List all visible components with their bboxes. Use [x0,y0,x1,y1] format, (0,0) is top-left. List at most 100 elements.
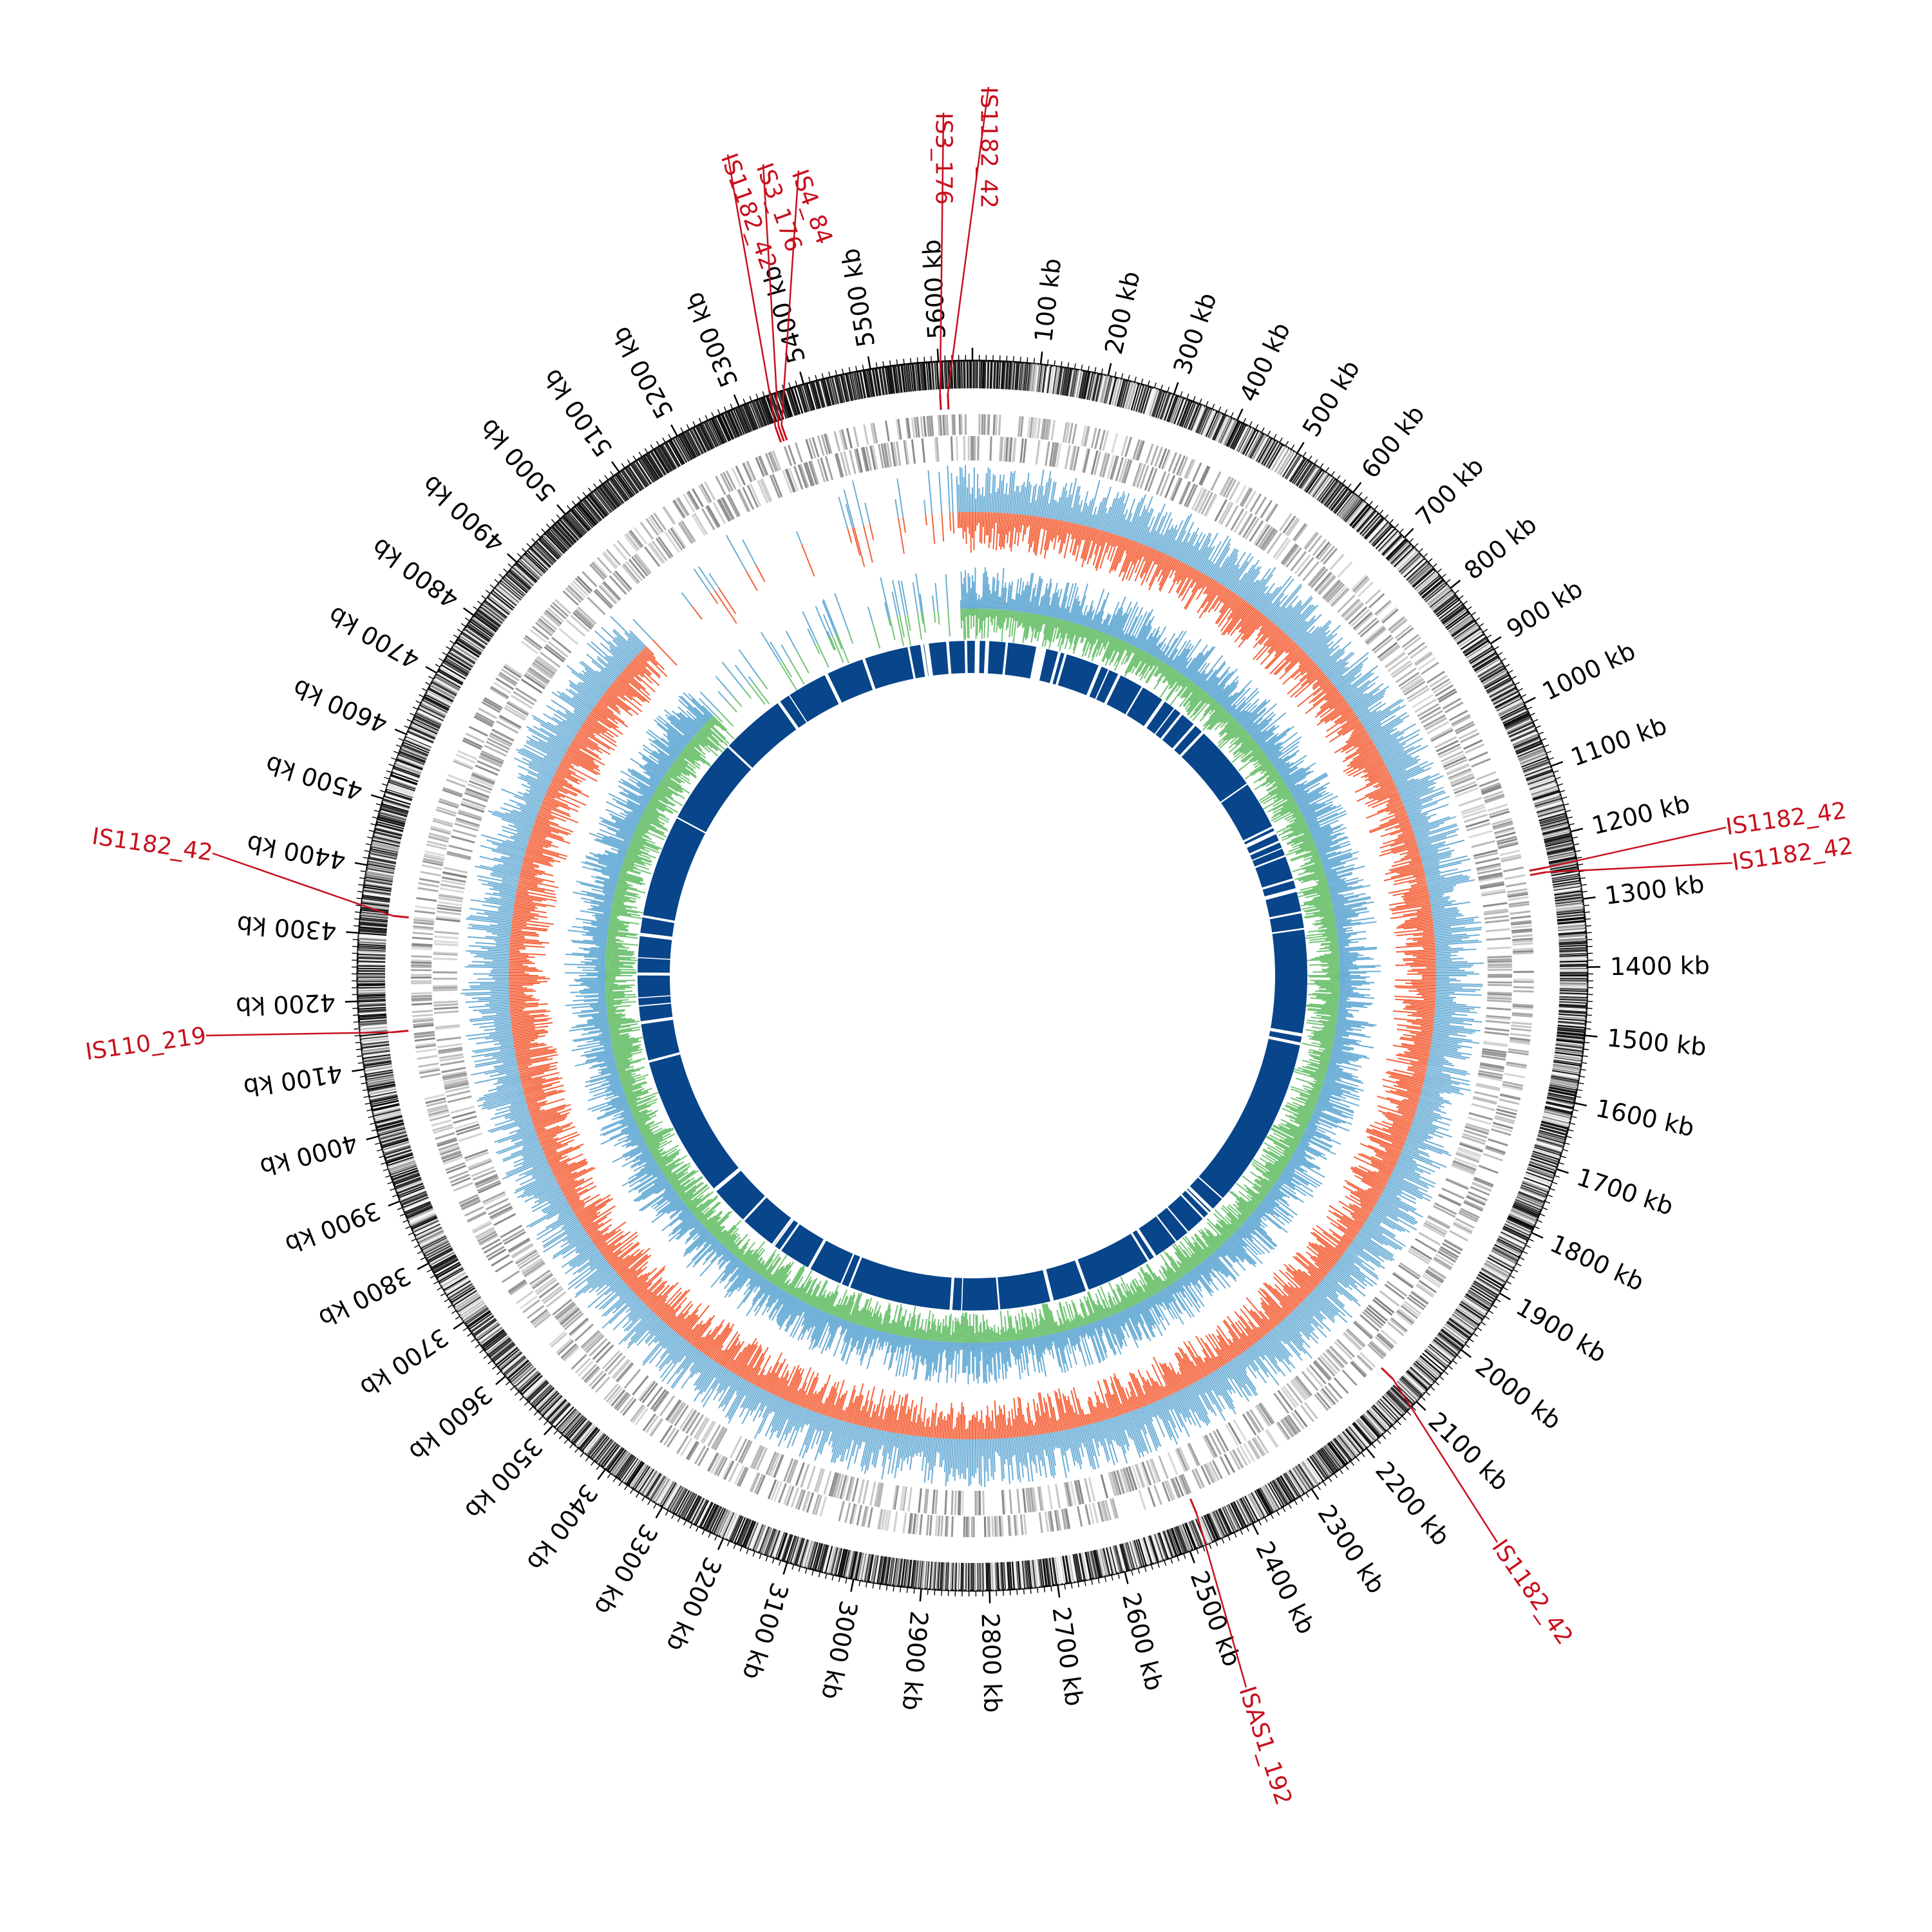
major-tick [425,666,437,674]
ruler-band-segment [1286,1471,1303,1496]
ruler-band-segment [1540,818,1567,827]
ruler-band-segment [1183,401,1195,428]
ruler-band-segment [376,1119,404,1128]
ruler-band-segment [497,1349,520,1368]
ruler-band-segment [1280,1475,1296,1500]
ruler-band-segment [1559,952,1587,955]
ruler-band-segment [1023,363,1027,391]
minor-tick [393,750,399,754]
minor-tick [1246,1526,1249,1532]
ruler-band-segment [1099,1548,1107,1577]
ruler-band-segment [1298,464,1316,488]
ruler-band-segment [1328,486,1347,509]
ruler-band-segment [1289,457,1305,482]
minor-tick [1282,1507,1286,1512]
ruler-band-segment [388,1159,415,1169]
ruler-band-segment [1522,1179,1549,1191]
minor-tick [1231,412,1234,417]
ruler-band-segment [1553,882,1581,888]
minor-tick [1308,455,1312,460]
ruler-band-segment [1526,770,1553,781]
minor-tick [1441,573,1446,578]
ruler-band-segment [1323,1446,1341,1470]
ruler-band-segment [1051,1557,1057,1586]
orf-block [1482,1153,1503,1162]
ruler-band-segment [471,1315,495,1333]
ruler-band-segment [1447,614,1471,632]
ruler-band-segment [1548,853,1576,861]
ruler-band-segment [1149,389,1159,416]
ruler-band-segment [1093,1550,1101,1578]
ruler-band-segment [1502,1227,1528,1242]
ruler-band-segment [1441,605,1464,623]
ruler-band-segment [1465,1294,1490,1311]
ruler-band-segment [913,1560,917,1588]
orf-block [726,495,739,518]
ruler-band-segment [1348,502,1367,526]
ruler-band-segment [1177,399,1188,426]
ruler-band-segment [1461,1299,1486,1316]
ruler-band-segment [1503,712,1530,726]
ruler-band-segment [611,1450,629,1474]
minor-tick [397,1207,402,1210]
ruler-band-segment [844,1550,852,1578]
ruler-band-segment [1023,1560,1028,1589]
minor-tick [444,1298,449,1303]
minor-tick [855,366,857,372]
ruler-band-segment [1206,1513,1218,1540]
ruler-band-segment [1071,1554,1077,1582]
orf-block [440,883,465,890]
minor-tick [1528,1238,1534,1242]
ruler-band-segment [1267,1482,1283,1508]
gc-skew-positive-bar [985,473,987,513]
ruler-band-segment [1485,1260,1511,1275]
ruler-band-segment [415,1225,442,1238]
ruler-band-segment [1492,1247,1518,1262]
ruler-band-segment [675,1490,690,1515]
ruler-band-segment [854,1551,861,1580]
ruler-band-segment [852,1551,859,1580]
ruler-band-segment [1249,433,1264,459]
ruler-band-segment [651,1477,668,1501]
minor-tick [1566,1135,1572,1139]
ruler-band-segment [1522,1180,1549,1191]
ruler-band-segment [1015,362,1019,390]
minor-tick [1392,1425,1397,1430]
orf-block [419,878,440,884]
orf-block [982,1490,985,1515]
ruler-band-segment [1200,1516,1213,1543]
ruler-band-segment [446,1279,471,1295]
ruler-band-segment [632,1464,649,1489]
orf-block [558,627,579,645]
ruler-band-segment [1166,395,1177,422]
ruler-band-segment [777,1532,787,1560]
minor-tick [1459,595,1464,600]
minor-tick [1518,688,1523,692]
minor-tick [1270,1513,1274,1519]
orf-block [1487,960,1512,963]
major-tick [1531,1232,1544,1239]
ruler-band-segment [1491,687,1517,701]
ruler-band-segment [1556,1038,1584,1043]
ruler-band-segment [1123,1542,1132,1570]
ruler-band-segment [894,1558,900,1586]
ruler-band-segment [1548,1090,1576,1097]
ruler-band-segment [1439,602,1463,621]
ruler-band-segment [431,1255,457,1270]
orf-block [1445,1178,1469,1190]
orf-block [1303,1401,1318,1420]
ruler-band-segment [1529,781,1557,791]
ruler-band-segment [448,1283,473,1299]
ruler-band-segment [1075,1553,1083,1581]
minor-tick [1430,1386,1435,1391]
ruler-band-segment [1300,1462,1317,1486]
orf-block [676,1435,689,1454]
ruler-band-segment [1380,1397,1401,1418]
minor-tick [1584,911,1590,913]
major-tick [543,1425,553,1435]
ruler-band-segment [991,1562,994,1591]
ruler-band-segment [1212,414,1226,440]
ruler-band-segment [1355,509,1375,531]
ruler-band-segment [870,1555,877,1583]
ruler-band-segment [717,1510,731,1537]
